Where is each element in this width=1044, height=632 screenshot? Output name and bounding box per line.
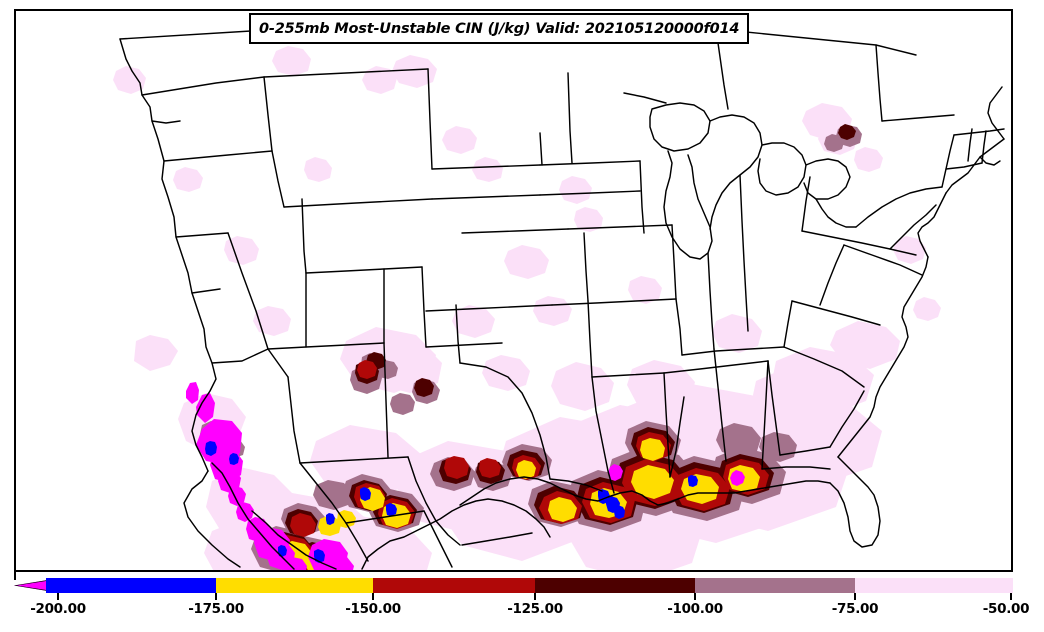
cin-shading-layer: [113, 46, 941, 570]
colorbar-label-1: -175.00: [188, 601, 244, 617]
colorbar-band-pink: [855, 578, 1013, 593]
colorbar-band-yellow: [216, 578, 373, 593]
map-canvas: [113, 20, 1005, 570]
colorbar-label-0: -200.00: [30, 601, 86, 617]
colorbar-tick-5: [854, 593, 856, 600]
colorbar[interactable]: -200.00 -175.00 -150.00 -125.00 -100.00 …: [14, 558, 1030, 632]
colorbar-band-mauve: [695, 578, 855, 593]
colorbar-left-axis: [14, 558, 16, 580]
colorbar-bands: [14, 578, 1013, 593]
colorbar-tick-3: [534, 593, 536, 600]
colorbar-label-6: -50.00: [982, 601, 1030, 617]
map-plot-area[interactable]: 0-255mb Most-Unstable CIN (J/kg) Valid: …: [14, 9, 1013, 572]
colorbar-tick-1: [215, 593, 217, 600]
colorbar-tick-6: [1010, 593, 1012, 600]
colorbar-label-2: -150.00: [345, 601, 401, 617]
colorbar-tick-2: [372, 593, 374, 600]
map-title-box: 0-255mb Most-Unstable CIN (J/kg) Valid: …: [249, 13, 750, 44]
colorbar-label-3: -125.00: [507, 601, 563, 617]
colorbar-label-4: -100.00: [667, 601, 723, 617]
colorbar-band-maroon: [535, 578, 695, 593]
colorbar-tick-0: [57, 593, 59, 600]
map-title-text: 0-255mb Most-Unstable CIN (J/kg) Valid: …: [259, 21, 740, 37]
colorbar-tick-4: [694, 593, 696, 600]
colorbar-band-blue: [46, 578, 216, 593]
colorbar-band-red: [373, 578, 535, 593]
colorbar-label-5: -75.00: [831, 601, 879, 617]
